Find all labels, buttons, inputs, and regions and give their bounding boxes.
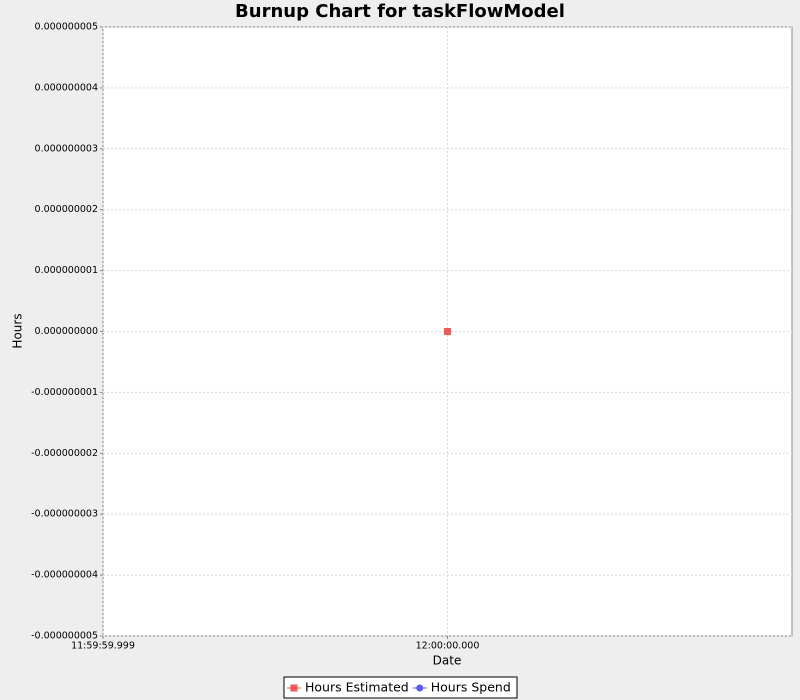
y-tick-label: 0.000000003 [35,143,98,154]
y-tick-label: -0.000000005 [31,631,98,642]
x-axis-label: Date [433,654,462,668]
chart-title: Burnup Chart for taskFlowModel [235,1,565,22]
x-tick-label: 11:59:59.999 [71,641,135,652]
y-tick-label: 0.000000005 [35,22,98,33]
legend-marker [416,684,424,692]
legend-label: Hours Spend [431,680,511,695]
y-tick-label: 0.000000000 [35,326,98,337]
legend-label: Hours Estimated [305,680,409,695]
y-tick-label: -0.000000001 [31,387,98,398]
x-tick-label: 12:00:00.000 [416,641,480,652]
data-point [444,328,451,335]
y-tick-label: -0.000000002 [31,448,98,459]
y-tick-label: -0.000000004 [31,570,98,581]
y-axis-label: Hours [11,313,25,348]
y-tick-label: 0.000000001 [35,265,98,276]
y-tick-label: -0.000000003 [31,509,98,520]
y-tick-label: 0.000000002 [35,204,98,215]
legend [283,676,518,699]
legend-marker [290,684,298,692]
y-tick-label: 0.000000004 [35,82,98,93]
